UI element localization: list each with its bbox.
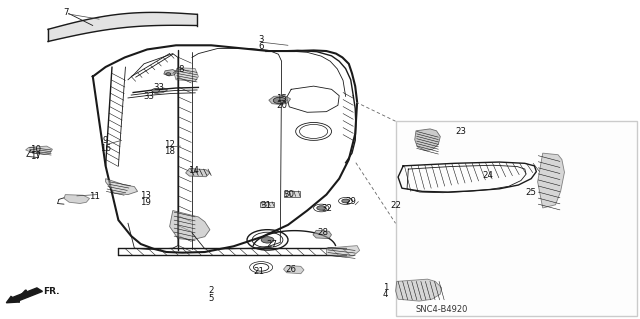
Circle shape <box>342 199 349 203</box>
Text: 29: 29 <box>346 197 356 206</box>
Circle shape <box>317 206 326 210</box>
Text: 10: 10 <box>29 145 41 154</box>
Polygon shape <box>26 146 52 154</box>
Circle shape <box>152 89 159 93</box>
Text: 23: 23 <box>455 127 467 136</box>
Text: 13: 13 <box>140 191 152 200</box>
Bar <box>260 202 274 207</box>
Polygon shape <box>170 211 210 240</box>
FancyArrow shape <box>6 288 42 303</box>
Text: 27: 27 <box>266 240 278 249</box>
Text: 8: 8 <box>179 65 184 74</box>
Bar <box>396 121 637 316</box>
Polygon shape <box>269 96 291 105</box>
Text: 19: 19 <box>141 198 151 207</box>
Circle shape <box>273 97 286 104</box>
Circle shape <box>261 237 274 243</box>
Text: 11: 11 <box>89 192 100 201</box>
Polygon shape <box>64 195 90 204</box>
Text: 7: 7 <box>63 8 68 17</box>
Polygon shape <box>106 179 138 195</box>
Text: 18: 18 <box>164 147 175 156</box>
Text: 14: 14 <box>188 166 199 175</box>
Text: SNC4-B4920: SNC4-B4920 <box>415 305 468 314</box>
Text: 2: 2 <box>209 286 214 295</box>
Text: 30: 30 <box>284 190 295 199</box>
Text: 31: 31 <box>260 201 271 210</box>
Polygon shape <box>186 168 210 177</box>
Text: 16: 16 <box>100 144 111 153</box>
Text: 22: 22 <box>390 201 401 210</box>
Circle shape <box>166 73 171 75</box>
Polygon shape <box>284 265 304 274</box>
Text: 1: 1 <box>383 283 388 292</box>
Text: 21: 21 <box>253 267 265 276</box>
Polygon shape <box>174 68 198 81</box>
Polygon shape <box>326 246 360 257</box>
Polygon shape <box>152 88 168 94</box>
Polygon shape <box>164 70 177 76</box>
Text: 20: 20 <box>276 101 287 110</box>
Text: 26: 26 <box>285 265 297 274</box>
Text: 17: 17 <box>29 152 41 161</box>
Polygon shape <box>396 279 442 301</box>
Text: 28: 28 <box>317 228 329 237</box>
Bar <box>284 191 300 197</box>
Text: 15: 15 <box>276 94 287 103</box>
Text: 33: 33 <box>143 92 155 101</box>
Polygon shape <box>415 129 440 151</box>
Polygon shape <box>313 230 332 239</box>
Text: 9: 9 <box>103 137 108 145</box>
Text: 24: 24 <box>482 171 493 180</box>
Text: 6: 6 <box>259 42 264 51</box>
Polygon shape <box>48 12 197 41</box>
Text: 12: 12 <box>164 140 175 149</box>
Text: 25: 25 <box>525 189 537 197</box>
Text: FR.: FR. <box>44 287 60 296</box>
Polygon shape <box>538 153 564 208</box>
Text: 32: 32 <box>321 204 332 213</box>
Text: 4: 4 <box>383 290 388 299</box>
Text: 33: 33 <box>153 83 164 92</box>
Text: 3: 3 <box>259 35 264 44</box>
Text: 5: 5 <box>209 294 214 303</box>
